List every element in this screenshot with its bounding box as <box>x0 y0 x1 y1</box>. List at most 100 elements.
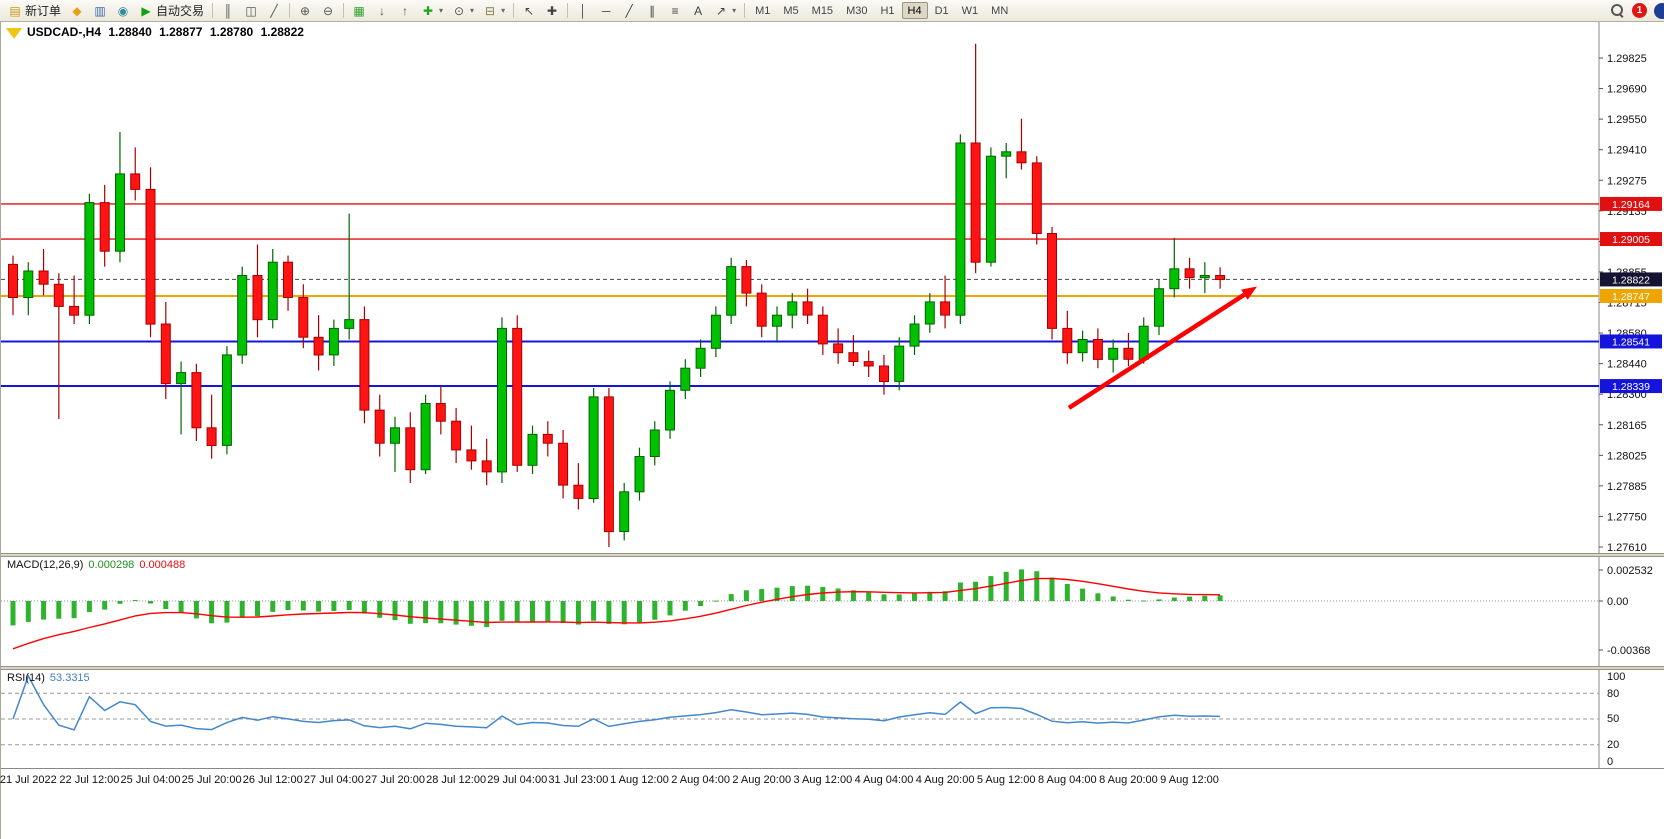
rsi-axis[interactable]: 100 80 50 20 0 <box>1607 671 1625 768</box>
indicator-down-icon-button[interactable]: ↓ <box>371 2 393 20</box>
svg-text:1.29550: 1.29550 <box>1607 114 1647 126</box>
arrows-tool-button[interactable]: ↗ ▾ <box>710 2 740 20</box>
trendline-tool-button[interactable]: ╱ <box>618 2 640 20</box>
rsi-label: RSI(14) 53.3315 <box>7 672 90 684</box>
support-line-1[interactable]: 1.28541 <box>1 334 1662 349</box>
template-icon: ⊟ <box>485 3 496 18</box>
auto-trading-button[interactable]: ▶ 自动交易 <box>135 2 208 20</box>
fibonacci-tool-button[interactable]: ≡ <box>664 2 686 20</box>
timeframe-button-m30[interactable]: M30 <box>840 2 873 19</box>
svg-text:20: 20 <box>1607 739 1619 751</box>
chart-title: USDCAD-,H4 1.28840 1.28877 1.28780 1.288… <box>27 25 308 39</box>
time-axis-label: 22 Jul 12:00 <box>59 774 120 786</box>
line-chart-icon-button[interactable]: ╱ <box>263 2 285 20</box>
tile-windows-button[interactable]: ▦ <box>348 2 370 20</box>
macd-canvas[interactable]: 0.002532 0.00 -0.00368 <box>1 557 1664 666</box>
macd-panel[interactable]: MACD(12,26,9) 0.000298 0.000488 0.002532 0.… <box>1 557 1664 666</box>
timeframe-button-h4[interactable]: H4 <box>901 2 928 19</box>
symbol-period-label: USDCAD-,H4 <box>27 25 102 39</box>
svg-text:1.28440: 1.28440 <box>1607 359 1647 371</box>
svg-text:100: 100 <box>1607 671 1625 683</box>
macd-name: MACD(12,26,9) <box>7 559 84 571</box>
indicator-up-icon-button[interactable]: ↑ <box>394 2 416 20</box>
zoom-out-button[interactable]: ⊖ <box>317 2 339 20</box>
time-axis-label: 2 Aug 04:00 <box>671 774 730 786</box>
zoom-in-icon: ⊕ <box>300 3 311 18</box>
symbols-icon-button[interactable]: ◆ <box>66 2 88 20</box>
horizontal-line-tool-icon: ─ <box>601 3 611 18</box>
market-watch-icon-button[interactable]: ▥ <box>89 2 111 20</box>
channel-tool-button[interactable]: ∥ <box>641 2 663 20</box>
symbols-icon-icon: ◆ <box>72 3 82 18</box>
vertical-line-tool-button[interactable]: │ <box>572 2 594 20</box>
timeframe-button-m15[interactable]: M15 <box>806 2 839 19</box>
fibonacci-tool-icon: ≡ <box>671 3 679 18</box>
time-axis-label: 3 Aug 12:00 <box>793 774 853 786</box>
panel-splitter[interactable] <box>1 553 1664 557</box>
text-tool-button[interactable]: A <box>687 2 709 20</box>
toolbar-separator <box>744 3 746 18</box>
time-axis-label: 5 Aug 12:00 <box>976 774 1036 786</box>
new-order-button[interactable]: ▤ 新订单 <box>4 2 65 20</box>
timeframe-button-mn[interactable]: MN <box>985 2 1014 19</box>
time-axis-label: 4 Aug 04:00 <box>854 774 914 786</box>
price-chart-canvas[interactable]: 1.29825 1.29690 1.29550 1.29410 1.29275 1.291… <box>1 22 1664 554</box>
resistance-line-2[interactable]: 1.29005 <box>1 232 1662 247</box>
cursor-tool-button[interactable]: ↖ <box>518 2 540 20</box>
time-axis-label: 25 Jul 20:00 <box>181 774 242 786</box>
one-click-trading-arrow-icon[interactable] <box>6 28 22 39</box>
time-axis-label: 31 Jul 23:00 <box>548 774 609 786</box>
timeframe-button-m5[interactable]: M5 <box>777 2 804 19</box>
search-icon-tail <box>1618 12 1624 18</box>
time-axis[interactable]: 21 Jul 2022 22 Jul 12:00 25 Jul 04:00 25 Ju… <box>0 768 1664 793</box>
notification-badge[interactable]: 1 <box>1632 3 1647 18</box>
candlestick-chart-icon-button[interactable]: ◫ <box>240 2 262 20</box>
toolbar-right-group: 1 <box>1611 2 1664 19</box>
time-axis-label: 25 Jul 04:00 <box>120 774 181 786</box>
period-button[interactable]: ⊙ ▾ <box>448 2 478 20</box>
panel-splitter[interactable] <box>1 666 1664 670</box>
timeframe-button-m1[interactable]: M1 <box>749 2 776 19</box>
data-window-icon-button[interactable]: ◉ <box>112 2 134 20</box>
macd-axis[interactable]: 0.002532 0.00 -0.00368 <box>1599 565 1653 657</box>
svg-text:1.28541: 1.28541 <box>1612 336 1650 348</box>
dropdown-caret-icon: ▾ <box>439 6 444 15</box>
trend-arrow-annotation[interactable] <box>1067 286 1257 410</box>
add-indicator-icon: ✚ <box>423 3 434 18</box>
vertical-line-tool-icon: │ <box>579 3 587 18</box>
horizontal-line-tool-button[interactable]: ─ <box>595 2 617 20</box>
bar-chart-icon-button[interactable]: ║ <box>217 2 239 20</box>
data-window-icon-icon: ◉ <box>117 3 129 18</box>
time-axis-label: 29 Jul 04:00 <box>487 774 548 786</box>
candlesticks <box>8 43 1226 547</box>
toolbar-separator <box>289 3 291 18</box>
high-value: 1.28877 <box>159 25 203 39</box>
svg-text:1.29825: 1.29825 <box>1607 53 1647 65</box>
rsi-panel[interactable]: RSI(14) 53.3315 100 80 50 20 0 <box>1 670 1664 768</box>
svg-text:1.29410: 1.29410 <box>1607 145 1647 157</box>
price-axis[interactable]: 1.29825 1.29690 1.29550 1.29410 1.29275 1.291… <box>1599 53 1647 554</box>
search-icon-circle <box>1611 3 1623 16</box>
channel-tool-icon: ∥ <box>649 3 656 18</box>
resistance-line-1[interactable]: 1.29164 <box>1 196 1662 211</box>
toolbar-separator <box>212 3 214 18</box>
rsi-canvas[interactable]: 100 80 50 20 0 <box>1 670 1664 768</box>
timeframe-button-d1[interactable]: D1 <box>929 2 955 19</box>
bar-chart-icon-icon: ║ <box>223 3 233 18</box>
toolbar-button-label: 自动交易 <box>156 4 205 18</box>
zoom-in-button[interactable]: ⊕ <box>294 2 316 20</box>
add-indicator-button[interactable]: ✚ ▾ <box>417 2 447 20</box>
search-icon[interactable] <box>1611 3 1625 18</box>
level-price-badge <box>1600 288 1662 303</box>
template-button[interactable]: ⊟ ▾ <box>479 2 509 20</box>
crosshair-tool-button[interactable]: ✚ <box>541 2 563 20</box>
price-chart-panel[interactable]: USDCAD-,H4 1.28840 1.28877 1.28780 1.288… <box>1 22 1664 554</box>
dropdown-caret-icon: ▾ <box>732 6 737 15</box>
pivot-line[interactable]: 1.28747 <box>1 288 1662 303</box>
timeframe-button-w1[interactable]: W1 <box>956 2 985 19</box>
account-icon[interactable] <box>1654 2 1664 19</box>
timeframe-button-h1[interactable]: H1 <box>874 2 900 19</box>
zoom-out-icon: ⊖ <box>323 3 334 18</box>
support-line-2[interactable]: 1.28339 <box>1 379 1662 394</box>
level-price-badge <box>1600 334 1662 349</box>
